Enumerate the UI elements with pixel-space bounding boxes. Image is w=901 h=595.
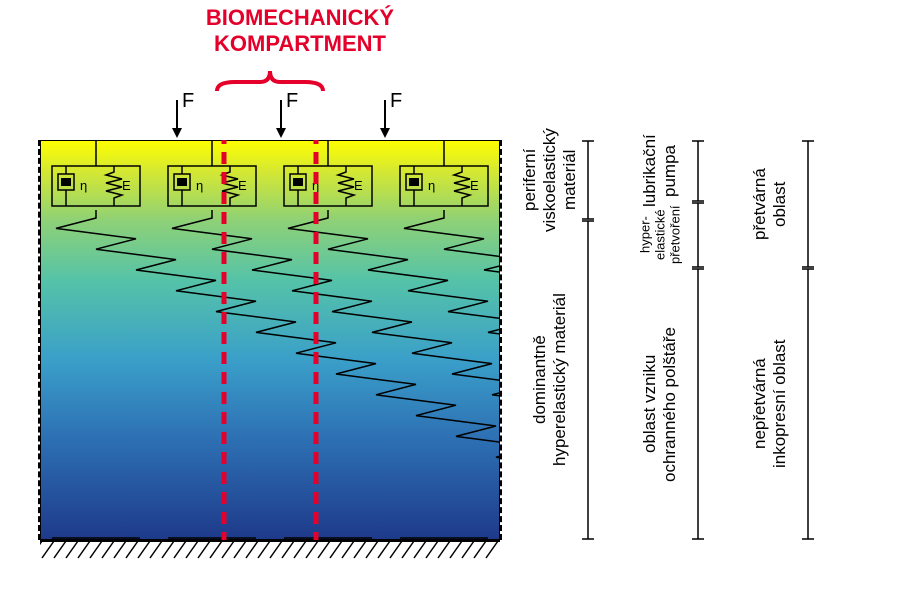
force-label: F [286,90,298,113]
label-columns: periferníviskoelastickýmateriál dominant… [520,90,890,570]
force-arrow-line [280,100,282,130]
diagram-title: BIOMECHANICKÝ KOMPARTMENT [140,5,460,58]
force-arrow-head [380,128,390,138]
region-label: dominantněhyperelastický materiál [520,220,580,540]
bracket-icon [690,268,706,540]
region-label: nepřetvárnáinkopresní oblast [740,268,800,540]
title-line-1: BIOMECHANICKÝ [206,5,394,30]
svg-text:E: E [470,178,479,193]
bracket-icon [580,220,596,540]
title-line-2: KOMPARTMENT [214,31,386,56]
region-label: oblast vznikuochranného polštáře [630,268,690,540]
force-arrows-area: FFF [40,90,500,140]
force-arrow-head [172,128,182,138]
bracket-icon [800,140,816,268]
svg-text:η: η [428,178,435,193]
left-dash-border [38,140,41,540]
bracket-icon [800,268,816,540]
svg-text:E: E [122,178,131,193]
svg-text:E: E [238,178,247,193]
main-diagram: F F F η E η E η E η E [40,90,500,570]
region-label: přetvárnáoblast [740,140,800,268]
force-label: F [390,90,402,113]
force-arrow-head [276,128,286,138]
region-label: lubrikačnípumpa [630,140,690,202]
region-label: periferníviskoelastickýmateriál [520,140,580,220]
force-arrow-line [176,100,178,130]
svg-text:η: η [196,178,203,193]
force-label: F [182,90,194,113]
right-dash-border [499,140,502,540]
bracket-icon [690,202,706,268]
bracket-icon [580,140,596,220]
force-arrow-line [384,100,386,130]
ground-hatch-icon [40,540,500,565]
svg-text:E: E [354,178,363,193]
svg-text:η: η [80,178,87,193]
bracket-icon [690,140,706,202]
cartilage-gradient-block: η E η E η E η E [40,140,500,540]
region-label: hyper-elasticképřetvoření [630,202,690,268]
